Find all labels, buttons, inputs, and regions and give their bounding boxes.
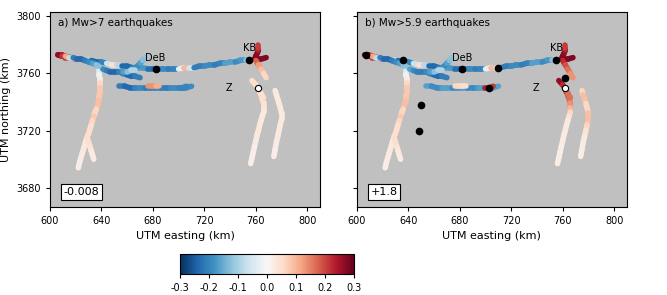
Text: +1.8: +1.8	[370, 187, 398, 197]
Text: b) Mw>5.9 earthquakes: b) Mw>5.9 earthquakes	[365, 18, 490, 28]
Text: Z: Z	[533, 83, 540, 93]
Text: DeB: DeB	[145, 53, 165, 63]
Text: -0.008: -0.008	[63, 187, 99, 197]
Text: a) Mw>7 earthquakes: a) Mw>7 earthquakes	[58, 18, 173, 28]
Text: KB: KB	[550, 43, 563, 53]
X-axis label: UTM easting (km): UTM easting (km)	[135, 231, 235, 241]
X-axis label: UTM easting (km): UTM easting (km)	[442, 231, 542, 241]
Y-axis label: UTM northing (km): UTM northing (km)	[1, 57, 11, 162]
Text: DeB: DeB	[452, 53, 472, 63]
Text: KB: KB	[243, 43, 256, 53]
Text: Z: Z	[226, 83, 233, 93]
